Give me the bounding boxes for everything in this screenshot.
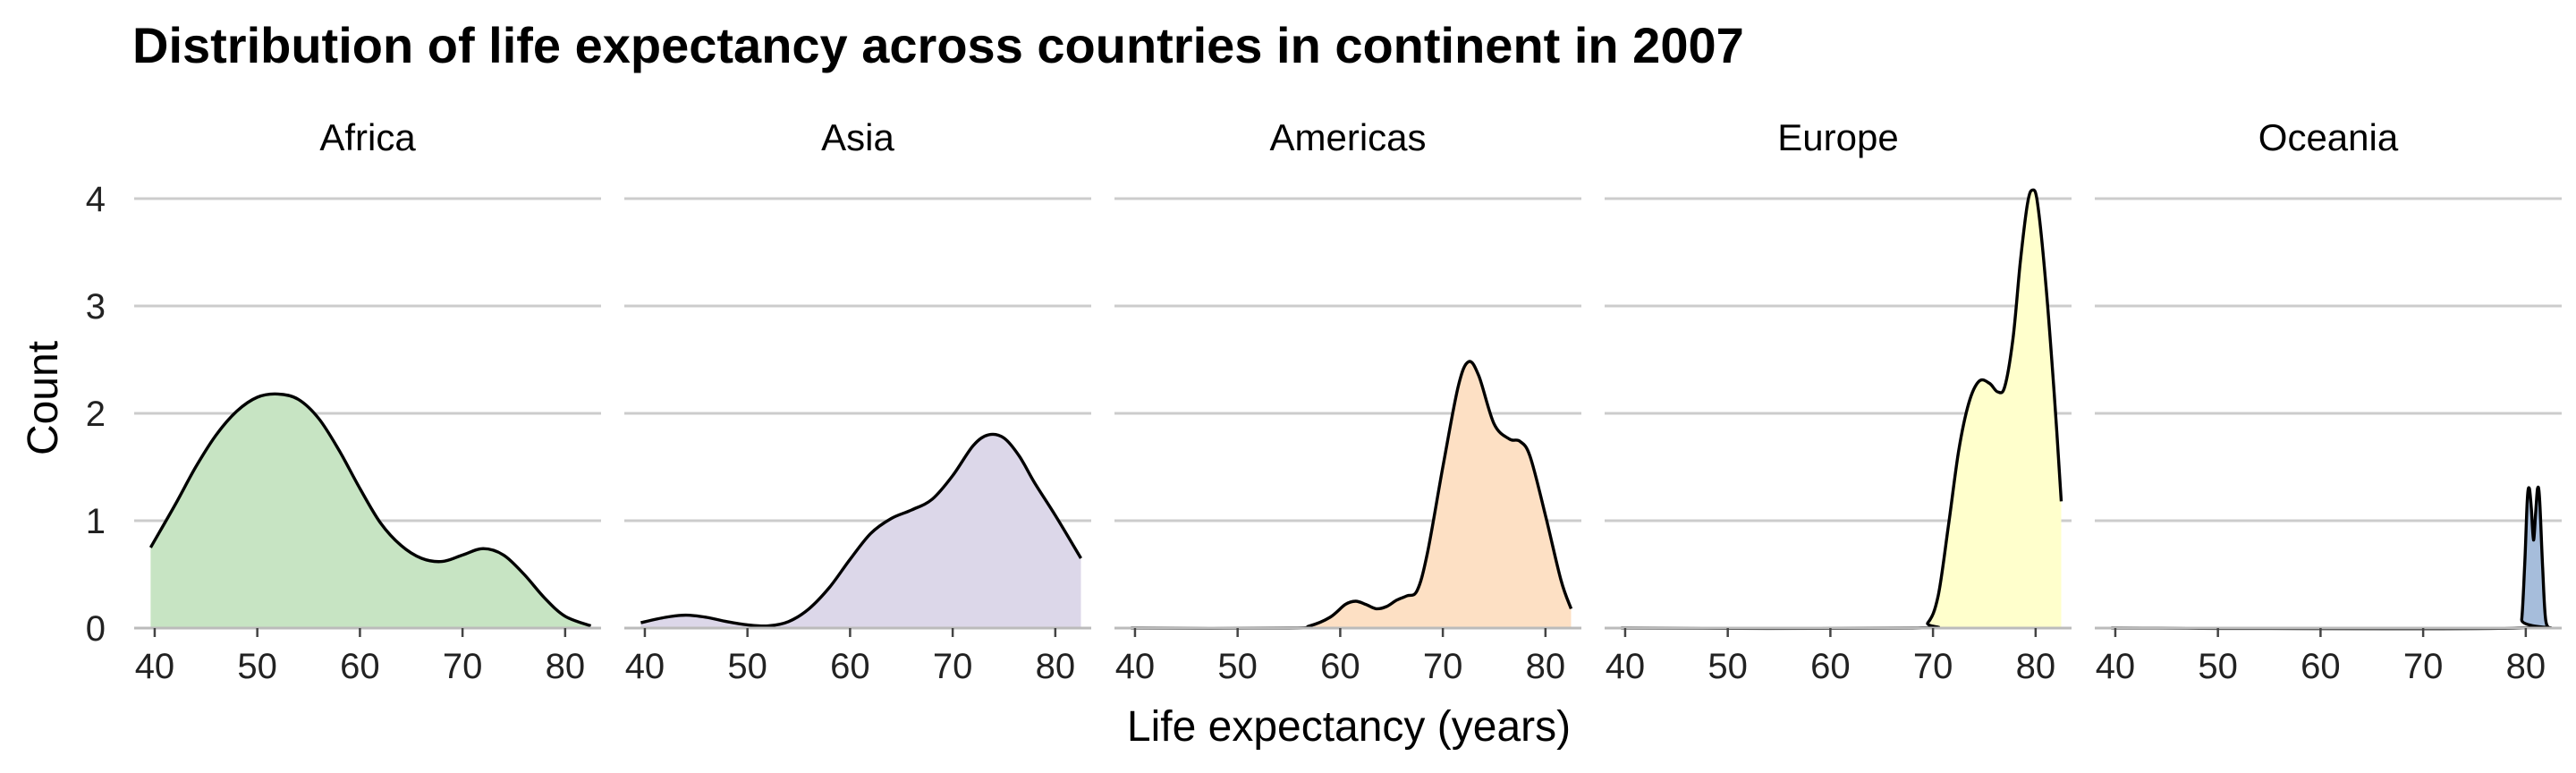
x-tick-label: 80 <box>1036 647 1076 686</box>
x-tick-label: 60 <box>830 647 870 686</box>
density-fill <box>1621 190 2062 629</box>
density-curve <box>148 392 592 628</box>
x-axis-title: Life expectancy (years) <box>1127 703 1571 751</box>
facet-panels: Africa 40 50 60 70 80 Asia 40 50 60 70 80 Americas 40… <box>134 116 2562 686</box>
density-curve <box>2111 485 2553 631</box>
density-fill <box>150 394 591 628</box>
density-curve <box>640 432 1082 628</box>
x-tick-label: 70 <box>443 647 483 686</box>
chart-title: Distribution of life expectancy across c… <box>132 17 1744 73</box>
x-tick-label: 40 <box>2096 647 2136 686</box>
x-tick-label: 40 <box>135 647 175 686</box>
density-curve <box>1131 360 1573 630</box>
x-tick-label: 40 <box>625 647 665 686</box>
x-tick-label: 70 <box>1423 647 1463 686</box>
panel-americas: Americas 40 50 60 70 80 <box>1114 116 1581 686</box>
y-tick-label: 2 <box>86 395 106 434</box>
density-fill <box>2111 487 2552 629</box>
x-tick-label: 60 <box>1810 647 1851 686</box>
density-fill <box>1131 361 1572 629</box>
x-tick-label: 80 <box>546 647 586 686</box>
y-axis-title: Count <box>20 341 67 455</box>
panel-europe: Europe 40 50 60 70 80 <box>1605 116 2072 686</box>
density-curve <box>1621 188 2063 631</box>
x-tick-label: 50 <box>1707 647 1748 686</box>
x-tick-label: 50 <box>2198 647 2238 686</box>
x-tick-label: 40 <box>1606 647 1646 686</box>
panel-asia: Asia 40 50 60 70 80 <box>624 116 1091 686</box>
panel-strip-label: Europe <box>1777 116 1898 158</box>
x-tick-label: 70 <box>2403 647 2444 686</box>
x-tick-label: 60 <box>1320 647 1360 686</box>
y-tick-label: 4 <box>86 180 106 219</box>
x-tick-label: 60 <box>2301 647 2341 686</box>
x-tick-label: 80 <box>2016 647 2056 686</box>
x-tick-label: 50 <box>1217 647 1258 686</box>
y-tick-label: 1 <box>86 502 106 541</box>
x-tick-label: 50 <box>237 647 277 686</box>
panel-strip-label: Oceania <box>2258 116 2399 158</box>
y-tick-label: 0 <box>86 609 106 649</box>
density-fill <box>640 434 1081 628</box>
x-tick-label: 60 <box>340 647 380 686</box>
x-tick-label: 80 <box>1526 647 1566 686</box>
x-tick-label: 70 <box>933 647 973 686</box>
panel-strip-label: Asia <box>821 116 894 158</box>
x-tick-label: 70 <box>1913 647 1953 686</box>
x-tick-label: 50 <box>727 647 767 686</box>
x-tick-label: 80 <box>2506 647 2546 686</box>
panel-oceania: Oceania 40 50 60 70 80 <box>2095 116 2562 686</box>
x-tick-label: 40 <box>1115 647 1156 686</box>
y-axis: 0 1 2 3 4 <box>86 180 106 649</box>
panel-africa: Africa 40 50 60 70 80 <box>134 116 601 686</box>
panel-strip-label: Africa <box>319 116 416 158</box>
panel-strip-label: Americas <box>1269 116 1426 158</box>
y-tick-label: 3 <box>86 287 106 327</box>
